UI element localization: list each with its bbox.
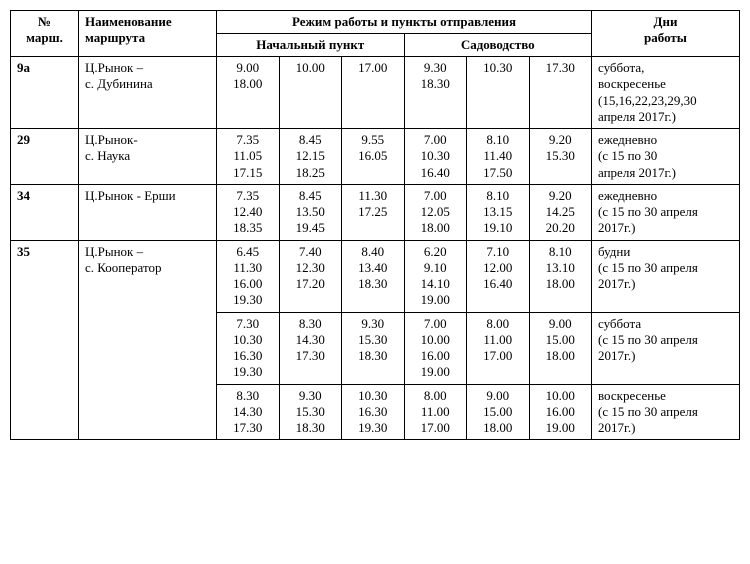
time-cell: 8.40 13.40 18.30 [342, 240, 405, 312]
header-schedule: Режим работы и пункты отправления [217, 11, 592, 34]
time-cell: 7.00 10.00 16.00 19.00 [404, 312, 467, 384]
time-cell: 7.30 10.30 16.30 19.30 [217, 312, 280, 384]
time-cell: 9.00 15.00 18.00 [467, 384, 530, 440]
time-cell: 11.30 17.25 [342, 184, 405, 240]
time-cell: 8.00 11.00 17.00 [404, 384, 467, 440]
header-start-point: Начальный пункт [217, 34, 405, 57]
table-row: 9а Ц.Рынок – с. Дубинина 9.00 18.00 10.0… [11, 57, 740, 129]
header-days: Дни работы [592, 11, 740, 57]
table-row: 35 Ц.Рынок – с. Кооператор 6.45 11.30 16… [11, 240, 740, 312]
time-cell: 6.45 11.30 16.00 19.30 [217, 240, 280, 312]
time-cell: 7.35 11.05 17.15 [217, 129, 280, 185]
time-cell: 9.00 15.00 18.00 [529, 312, 592, 384]
route-name: Ц.Рынок - Ерши [79, 184, 217, 240]
time-cell: 10.00 16.00 19.00 [529, 384, 592, 440]
time-cell: 8.30 14.30 17.30 [217, 384, 280, 440]
days-cell: суббота, воскресенье (15,16,22,23,29,30 … [592, 57, 740, 129]
days-cell: ежедневно (с 15 по 30 апреля 2017г.) [592, 184, 740, 240]
time-cell: 9.20 15.30 [529, 129, 592, 185]
days-cell: будни (с 15 по 30 апреля 2017г.) [592, 240, 740, 312]
route-name: Ц.Рынок- с. Наука [79, 129, 217, 185]
time-cell: 8.10 11.40 17.50 [467, 129, 530, 185]
time-cell: 8.10 13.15 19.10 [467, 184, 530, 240]
time-cell: 8.10 13.10 18.00 [529, 240, 592, 312]
time-cell: 10.30 16.30 19.30 [342, 384, 405, 440]
time-cell: 9.30 15.30 18.30 [342, 312, 405, 384]
time-cell: 7.10 12.00 16.40 [467, 240, 530, 312]
time-cell: 10.30 [467, 57, 530, 129]
header-garden: Садоводство [404, 34, 592, 57]
route-no: 34 [11, 184, 79, 240]
route-no: 35 [11, 240, 79, 440]
time-cell: 8.45 12.15 18.25 [279, 129, 342, 185]
header-route-no: № марш. [11, 11, 79, 57]
time-cell: 17.00 [342, 57, 405, 129]
days-cell: ежедневно (с 15 по 30 апреля 2017г.) [592, 129, 740, 185]
schedule-table: № марш. Наименование маршрута Режим рабо… [10, 10, 740, 440]
time-cell: 17.30 [529, 57, 592, 129]
table-row: 29 Ц.Рынок- с. Наука 7.35 11.05 17.15 8.… [11, 129, 740, 185]
time-cell: 8.00 11.00 17.00 [467, 312, 530, 384]
days-cell: воскресенье (с 15 по 30 апреля 2017г.) [592, 384, 740, 440]
header-route-name: Наименование маршрута [79, 11, 217, 57]
time-cell: 9.20 14.25 20.20 [529, 184, 592, 240]
time-cell: 9.30 18.30 [404, 57, 467, 129]
route-name: Ц.Рынок – с. Дубинина [79, 57, 217, 129]
days-cell: суббота (с 15 по 30 апреля 2017г.) [592, 312, 740, 384]
time-cell: 7.00 12.05 18.00 [404, 184, 467, 240]
time-cell: 9.55 16.05 [342, 129, 405, 185]
route-no: 9а [11, 57, 79, 129]
table-row: 34 Ц.Рынок - Ерши 7.35 12.40 18.35 8.45 … [11, 184, 740, 240]
route-no: 29 [11, 129, 79, 185]
time-cell: 9.30 15.30 18.30 [279, 384, 342, 440]
time-cell: 9.00 18.00 [217, 57, 280, 129]
time-cell: 7.35 12.40 18.35 [217, 184, 280, 240]
time-cell: 7.00 10.30 16.40 [404, 129, 467, 185]
route-name: Ц.Рынок – с. Кооператор [79, 240, 217, 440]
time-cell: 6.20 9.10 14.10 19.00 [404, 240, 467, 312]
time-cell: 8.30 14.30 17.30 [279, 312, 342, 384]
time-cell: 10.00 [279, 57, 342, 129]
time-cell: 8.45 13.50 19.45 [279, 184, 342, 240]
time-cell: 7.40 12.30 17.20 [279, 240, 342, 312]
